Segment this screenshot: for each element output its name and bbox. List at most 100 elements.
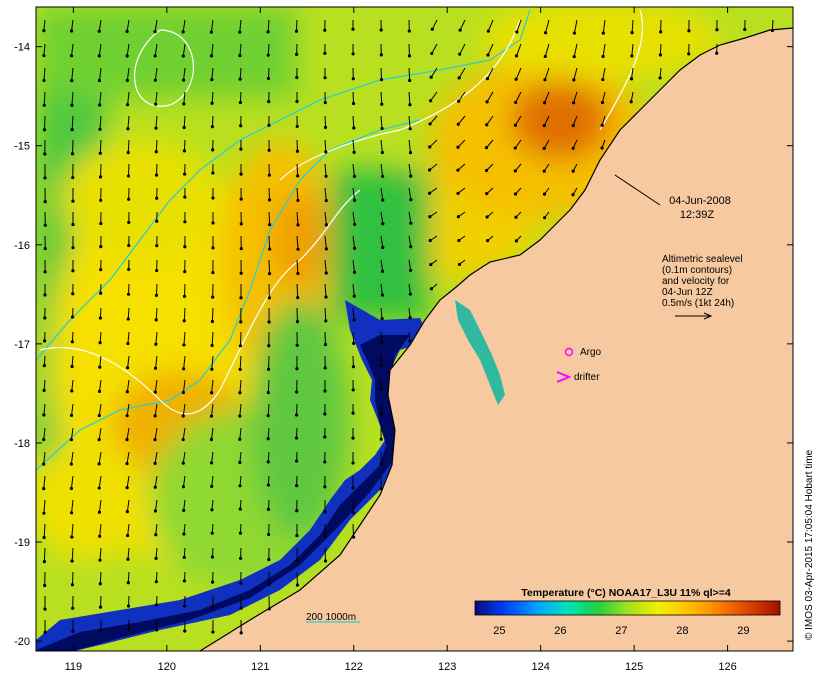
velocity-arrowhead — [239, 124, 243, 128]
velocity-arrowhead — [97, 438, 101, 442]
velocity-arrowhead — [485, 77, 490, 81]
velocity-arrow — [659, 43, 662, 55]
velocity-arrow — [182, 427, 186, 440]
velocity-arrow — [267, 427, 270, 439]
velocity-arrowhead — [43, 316, 47, 320]
velocity-arrow — [486, 115, 494, 126]
velocity-arrow — [324, 163, 327, 177]
velocity-arrow — [631, 19, 634, 33]
velocity-arrow — [98, 43, 102, 56]
velocity-arrowhead — [126, 292, 131, 296]
velocity-arrowhead — [351, 52, 355, 56]
velocity-arrowhead — [209, 414, 214, 418]
plot-area — [36, 7, 793, 651]
velocity-arrowhead — [513, 123, 518, 127]
velocity-arrowhead — [295, 390, 299, 394]
velocity-arrow — [380, 163, 384, 177]
velocity-arrowhead — [127, 220, 131, 225]
velocity-arrowhead — [181, 414, 185, 418]
colorbar-tick-label: 27 — [615, 625, 627, 637]
velocity-arrowhead — [210, 531, 214, 535]
latitude-tick-label: -16 — [14, 240, 30, 252]
velocity-arrowhead — [296, 198, 300, 203]
velocity-arrow — [211, 355, 214, 370]
velocity-arrowhead — [542, 192, 547, 196]
velocity-arrowhead — [427, 168, 432, 172]
velocity-arrowhead — [295, 583, 300, 587]
velocity-arrowhead — [239, 631, 243, 635]
velocity-arrowhead — [267, 148, 271, 152]
velocity-arrow — [155, 91, 158, 105]
velocity-arrowhead — [268, 222, 272, 227]
velocity-arrowhead — [97, 486, 101, 490]
latitude-tick-label: -15 — [14, 141, 30, 153]
velocity-arrowhead — [409, 268, 413, 273]
velocity-arrowhead — [155, 219, 159, 223]
velocity-arrowhead — [715, 51, 719, 55]
longitude-tick-label: 123 — [438, 661, 456, 673]
velocity-arrowhead — [323, 100, 327, 105]
velocity-arrowhead — [181, 461, 185, 465]
velocity-arrow — [155, 331, 158, 345]
velocity-arrowhead — [485, 100, 489, 104]
velocity-arrowhead — [267, 557, 271, 562]
velocity-arrowhead — [601, 54, 605, 59]
velocity-arrow — [324, 259, 327, 274]
velocity-arrowhead — [42, 388, 46, 392]
colorbar-title: Temperature (°C) NOAA17_L3U 11% ql>=4 — [521, 587, 731, 599]
velocity-arrow — [127, 331, 130, 344]
velocity-arrowhead — [486, 238, 490, 243]
velocity-arrowhead — [323, 342, 328, 347]
velocity-arrowhead — [629, 77, 634, 81]
velocity-arrowhead — [183, 604, 187, 608]
velocity-arrow — [545, 19, 550, 33]
velocity-arrow — [239, 403, 242, 417]
velocity-arrow — [352, 163, 355, 177]
velocity-arrowhead — [601, 77, 605, 82]
velocity-arrow — [296, 283, 299, 298]
velocity-arrowhead — [154, 126, 158, 130]
velocity-arrowhead — [352, 294, 356, 298]
velocity-arrow — [99, 91, 102, 106]
velocity-arrowhead — [70, 78, 74, 83]
velocity-arrowhead — [99, 198, 103, 202]
velocity-arrowhead — [43, 630, 47, 634]
velocity-arrowhead — [239, 606, 243, 610]
velocity-arrowhead — [571, 146, 575, 150]
velocity-arrowhead — [715, 28, 719, 32]
velocity-arrowhead — [351, 27, 355, 31]
velocity-arrow — [430, 91, 438, 102]
velocity-arrowhead — [238, 437, 242, 441]
velocity-arrowhead — [457, 99, 461, 103]
velocity-arrowhead — [153, 485, 157, 489]
velocity-arrow — [296, 235, 299, 250]
velocity-arrow — [408, 67, 411, 81]
velocity-arrow — [211, 475, 214, 487]
velocity-arrow — [98, 427, 102, 440]
velocity-arrowhead — [43, 223, 47, 227]
sst-field — [36, 7, 720, 590]
velocity-arrow — [154, 19, 158, 32]
longitude-tick-label: 122 — [345, 661, 363, 673]
velocity-arrowhead — [353, 246, 357, 250]
velocity-arrowhead — [209, 54, 214, 58]
velocity-arrow — [296, 163, 299, 176]
velocity-arrowhead — [69, 413, 74, 417]
velocity-arrowhead — [69, 511, 74, 515]
velocity-arrowhead — [267, 296, 271, 300]
velocity-arrowhead — [211, 270, 215, 275]
velocity-arrowhead — [238, 100, 243, 105]
velocity-arrowhead — [154, 150, 158, 154]
velocity-arrowhead — [268, 247, 272, 251]
velocity-arrowhead — [99, 268, 103, 272]
velocity-arrow — [211, 379, 214, 393]
velocity-arrow — [211, 499, 214, 510]
velocity-arrow — [99, 379, 102, 392]
velocity-arrow — [408, 115, 411, 129]
velocity-arrowhead — [210, 580, 215, 584]
velocity-arrowhead — [43, 583, 47, 588]
velocity-arrowhead — [457, 76, 461, 80]
velocity-arrow — [239, 427, 242, 440]
velocity-arrowhead — [153, 461, 157, 465]
velocity-arrowhead — [296, 296, 300, 300]
